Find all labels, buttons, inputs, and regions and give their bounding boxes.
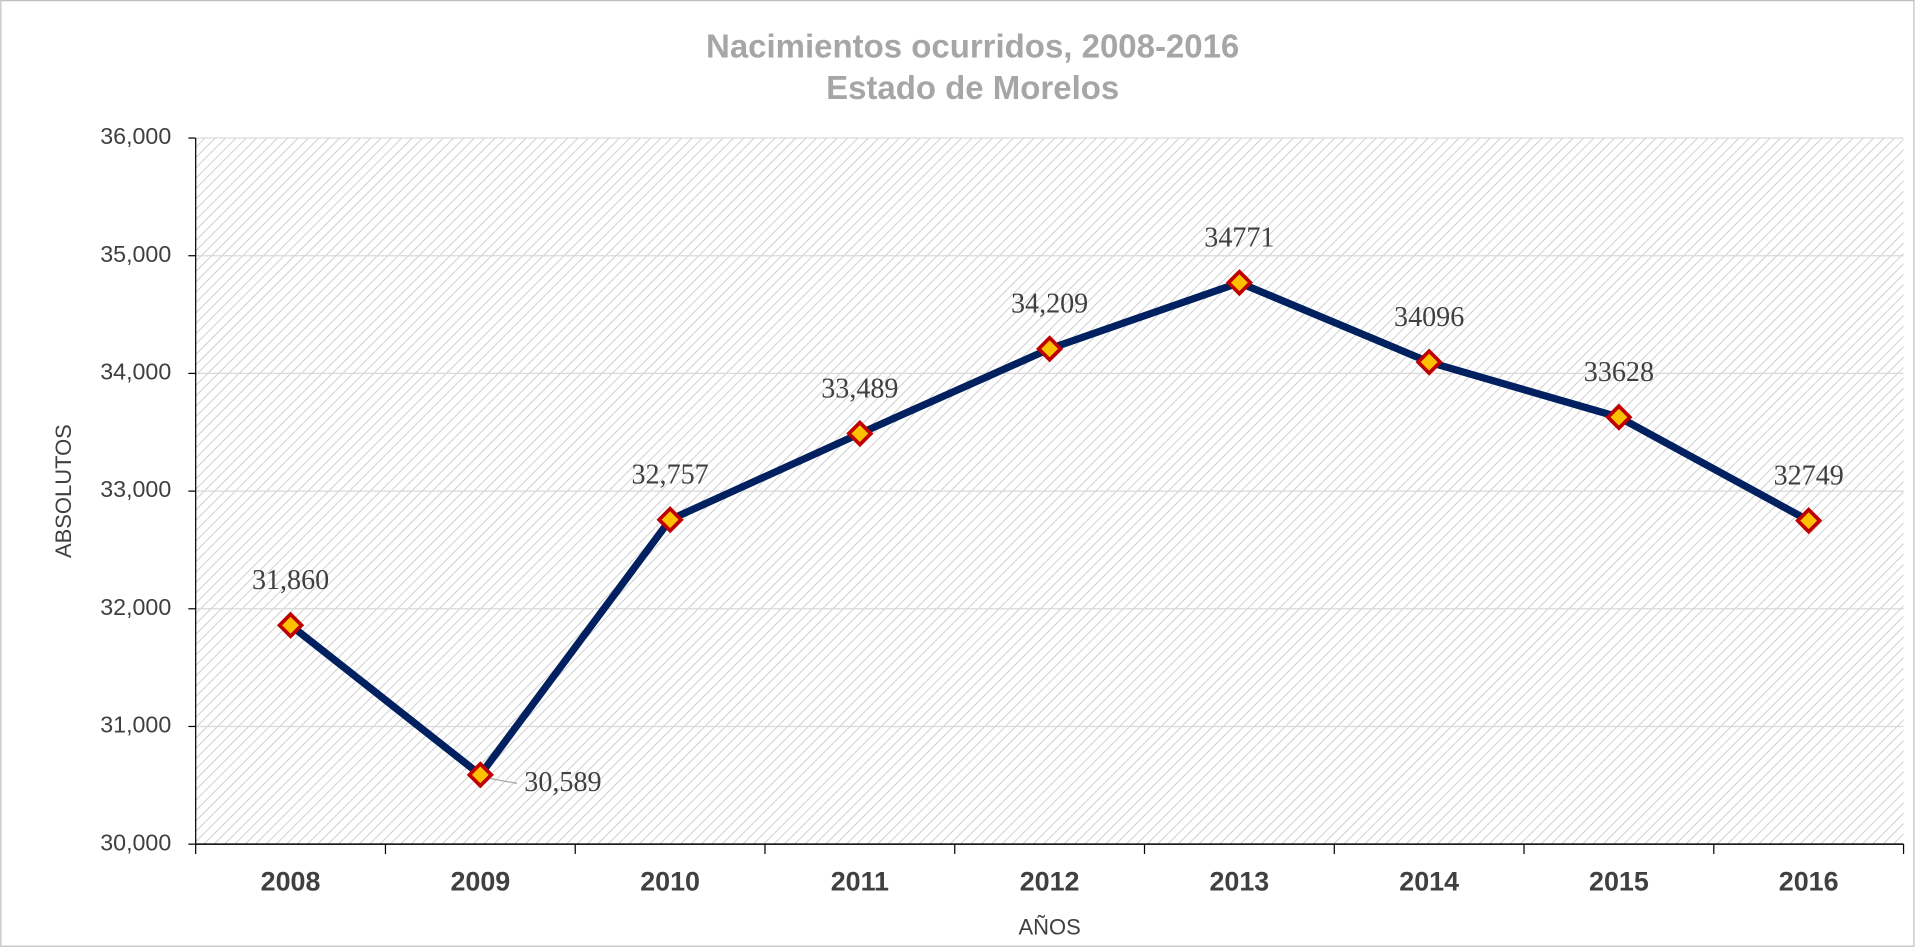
chart-title: Nacimientos ocurridos, 2008-2016 [706, 28, 1239, 65]
leader-line [489, 777, 518, 784]
y-tick-label: 32,000 [100, 594, 171, 620]
data-label: 34771 [1204, 222, 1274, 253]
y-tick-label: 30,000 [100, 829, 171, 855]
data-marker [1036, 335, 1064, 363]
data-label: 32749 [1774, 460, 1844, 491]
data-label: 34,209 [1011, 289, 1088, 320]
data-label: 31,860 [252, 565, 329, 596]
y-tick-label: 34,000 [100, 359, 171, 385]
data-label: 33,489 [821, 373, 898, 404]
data-marker [1605, 403, 1633, 431]
x-tick-label: 2009 [450, 866, 510, 896]
data-marker [1415, 348, 1443, 376]
chart-subtitle: Estado de Morelos [826, 69, 1119, 106]
data-marker [276, 611, 305, 639]
data-label: 33628 [1584, 357, 1654, 388]
x-tick-label: 2012 [1020, 866, 1080, 896]
x-tick-label: 2015 [1589, 866, 1649, 896]
x-tick-label: 2008 [261, 866, 321, 896]
data-marker [846, 419, 874, 448]
y-tick-label: 36,000 [100, 123, 171, 149]
data-marker [1225, 269, 1253, 297]
data-label: 32,757 [631, 459, 708, 490]
data-marker [656, 506, 684, 534]
x-tick-label: 2016 [1779, 866, 1839, 896]
x-axis-label: AÑOS [1018, 914, 1080, 939]
data-marker [466, 761, 494, 789]
y-tick-label: 33,000 [100, 476, 171, 502]
y-tick-label: 35,000 [100, 241, 171, 267]
data-label: 34096 [1394, 302, 1464, 333]
x-tick-label: 2010 [640, 866, 700, 896]
data-marker [1795, 507, 1823, 535]
x-tick-label: 2013 [1210, 866, 1270, 896]
data-label: 30,589 [524, 767, 601, 798]
x-tick-label: 2014 [1399, 866, 1459, 896]
y-axis-label: ABSOLUTOS [51, 424, 76, 558]
y-tick-label: 31,000 [100, 712, 171, 738]
x-tick-label: 2011 [831, 866, 889, 896]
